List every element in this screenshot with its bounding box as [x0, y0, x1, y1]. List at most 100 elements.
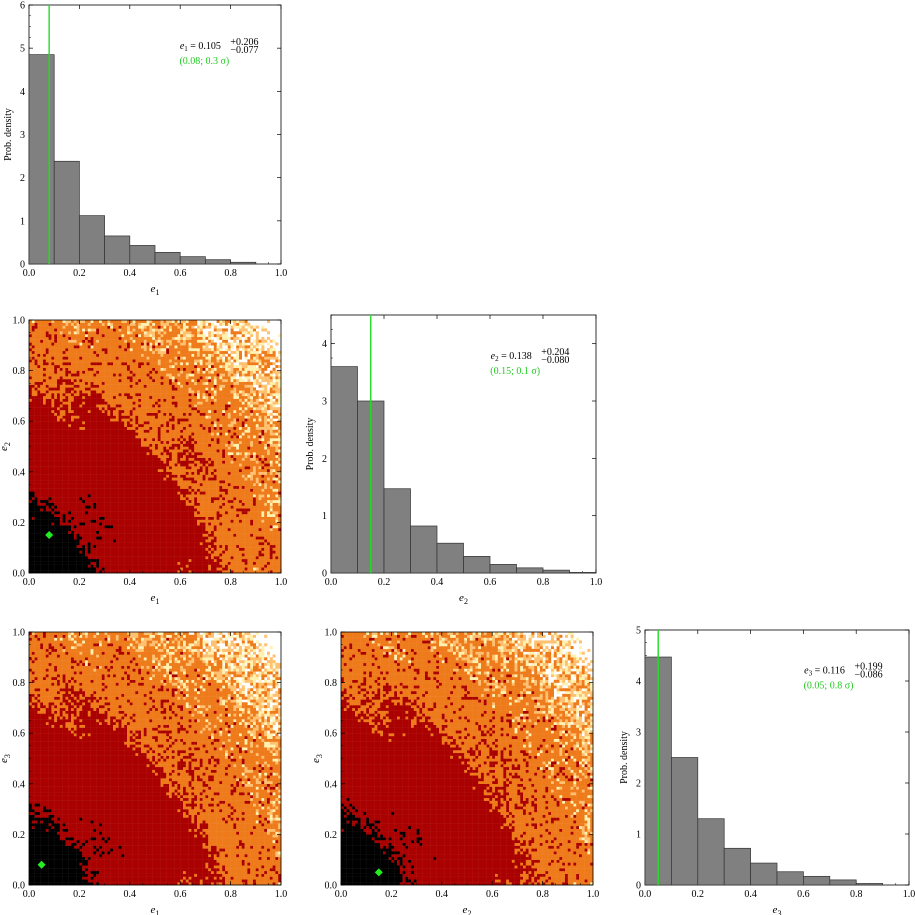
- density-cell: [116, 345, 119, 348]
- density-cell: [155, 320, 158, 323]
- density-cell: [121, 331, 124, 334]
- density-cell: [43, 365, 46, 368]
- density-cell: [124, 348, 127, 351]
- density-cell: [113, 522, 116, 525]
- density-cell: [29, 438, 32, 441]
- density-cell: [65, 562, 68, 565]
- density-cell: [51, 556, 54, 559]
- density-cell: [60, 424, 63, 427]
- density-cell: [119, 354, 122, 357]
- y-tick-label: 4: [20, 87, 25, 98]
- density-cell: [79, 528, 82, 531]
- density-cell: [113, 362, 116, 365]
- y-tick-label: 6: [20, 1, 25, 12]
- density-cell: [88, 376, 91, 379]
- density-cell: [163, 371, 166, 374]
- density-cell: [102, 379, 105, 382]
- density-cell: [172, 376, 175, 379]
- density-cell: [144, 536, 147, 539]
- density-cell: [158, 416, 161, 419]
- density-cell: [130, 379, 133, 382]
- density-cell: [161, 447, 164, 450]
- density-cell: [119, 461, 122, 464]
- density-cell: [77, 559, 80, 562]
- density-cell: [37, 545, 40, 548]
- density-cell: [57, 458, 60, 461]
- density-cell: [110, 407, 113, 410]
- density-cell: [124, 354, 127, 357]
- density-cell: [175, 514, 178, 517]
- density-cell: [155, 497, 158, 500]
- density-cell: [63, 452, 66, 455]
- density-cell: [180, 494, 183, 497]
- density-cell: [177, 416, 180, 419]
- density-cell: [46, 371, 49, 374]
- density-cell: [135, 410, 138, 413]
- density-cell: [102, 357, 105, 360]
- density-cell: [65, 449, 68, 452]
- density-cell: [54, 508, 57, 511]
- density-cell: [116, 553, 119, 556]
- density-cell: [54, 365, 57, 368]
- density-cell: [93, 365, 96, 368]
- density-cell: [71, 402, 74, 405]
- density-cell: [135, 365, 138, 368]
- density-cell: [60, 427, 63, 430]
- density-cell: [63, 491, 66, 494]
- density-cell: [152, 511, 155, 514]
- density-cell: [144, 328, 147, 331]
- density-cell: [51, 416, 54, 419]
- density-cell: [49, 432, 52, 435]
- density-cell: [138, 486, 141, 489]
- density-cell: [175, 334, 178, 337]
- density-cell: [74, 407, 77, 410]
- density-cell: [96, 553, 99, 556]
- density-cell: [121, 382, 124, 385]
- density-cell: [163, 416, 166, 419]
- density-cell: [91, 359, 94, 362]
- density-cell: [172, 441, 175, 444]
- y-tick-label: 0: [20, 260, 25, 271]
- density-cell: [175, 508, 178, 511]
- density-cell: [113, 421, 116, 424]
- density-cell: [40, 559, 43, 562]
- density-cell: [135, 402, 138, 405]
- density-cell: [163, 489, 166, 492]
- density-cell: [82, 506, 85, 509]
- density-cell: [116, 494, 119, 497]
- density-cell: [37, 393, 40, 396]
- density-cell: [91, 517, 94, 520]
- density-cell: [152, 379, 155, 382]
- density-cell: [46, 331, 49, 334]
- density-cell: [32, 376, 35, 379]
- density-cell: [130, 525, 133, 528]
- density-cell: [135, 404, 138, 407]
- density-cell: [149, 545, 152, 548]
- density-cell: [155, 326, 158, 329]
- density-cell: [93, 452, 96, 455]
- density-cell: [177, 480, 180, 483]
- density-cell: [88, 545, 91, 548]
- density-cell: [74, 399, 77, 402]
- density-cell: [147, 342, 150, 345]
- density-cell: [172, 345, 175, 348]
- density-cell: [35, 402, 38, 405]
- density-cell: [175, 424, 178, 427]
- density-cell: [74, 362, 77, 365]
- density-cell: [113, 323, 116, 326]
- density-cell: [172, 342, 175, 345]
- density-cell: [130, 368, 133, 371]
- density-cell: [40, 461, 43, 464]
- density-cell: [71, 458, 74, 461]
- density-cell: [93, 562, 96, 565]
- density-cell: [135, 393, 138, 396]
- density-cell: [74, 402, 77, 405]
- density-cell: [166, 354, 169, 357]
- density-cell: [49, 508, 52, 511]
- density-cell: [54, 551, 57, 554]
- density-cell: [130, 390, 133, 393]
- density-cell: [110, 373, 113, 376]
- density-cell: [82, 514, 85, 517]
- density-cell: [180, 500, 183, 503]
- density-cell: [65, 371, 68, 374]
